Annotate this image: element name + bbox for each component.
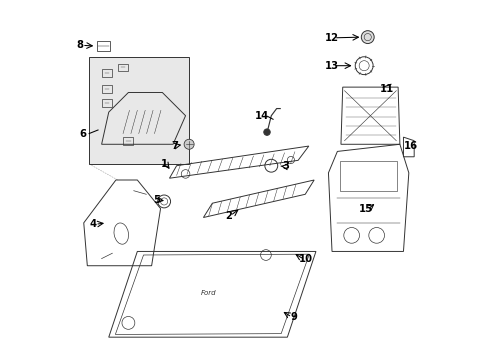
Circle shape xyxy=(184,139,194,149)
Text: 13: 13 xyxy=(325,61,338,71)
Text: 16: 16 xyxy=(403,141,417,152)
Text: 14: 14 xyxy=(255,111,269,121)
Circle shape xyxy=(361,31,373,44)
Text: 6: 6 xyxy=(79,129,86,139)
Text: 2: 2 xyxy=(224,211,231,221)
Text: 9: 9 xyxy=(290,312,297,322)
Text: 1: 1 xyxy=(160,159,167,169)
Text: 5: 5 xyxy=(153,195,160,205)
Text: 4: 4 xyxy=(90,219,97,229)
Text: 11: 11 xyxy=(380,84,394,94)
FancyBboxPatch shape xyxy=(89,57,189,164)
Text: 15: 15 xyxy=(358,204,372,214)
Text: 3: 3 xyxy=(282,161,288,171)
Text: 10: 10 xyxy=(298,254,312,264)
Text: 8: 8 xyxy=(77,40,83,50)
Circle shape xyxy=(263,129,270,135)
Text: 7: 7 xyxy=(171,141,178,151)
Text: Ford: Ford xyxy=(201,289,216,296)
Text: 12: 12 xyxy=(325,33,338,43)
